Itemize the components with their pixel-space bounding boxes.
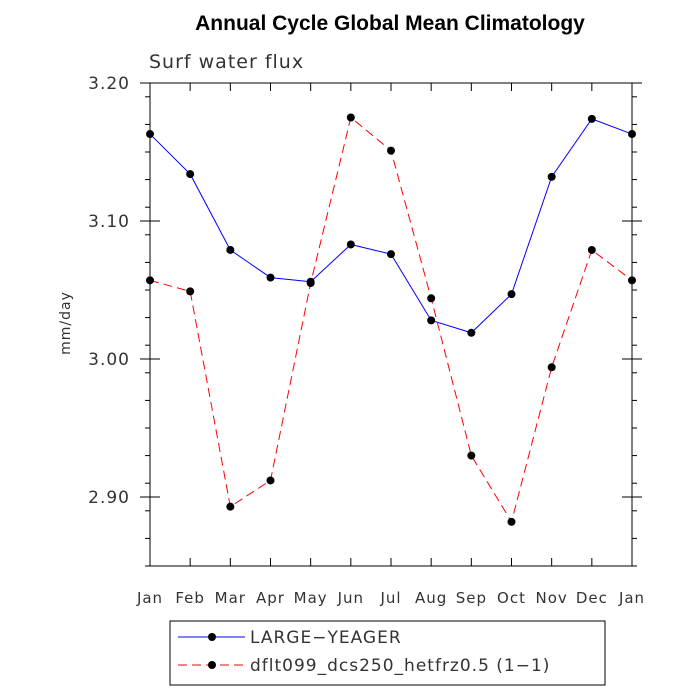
x-tick-label: Jun [337, 589, 364, 607]
series-1-point [628, 276, 636, 285]
chart-subtitle: Surf water flux [149, 51, 304, 73]
legend-label-large-yeager: LARGE−YEAGER [250, 628, 402, 648]
series-1-point [186, 287, 195, 296]
series-0-point [226, 245, 235, 254]
y-tick-label: 2.90 [88, 488, 130, 508]
series-1-point [346, 113, 355, 122]
legend-marker-dflt099 [208, 661, 216, 669]
legend-label-dflt099: dflt099_dcs250_hetfrz0.5 (1−1) [250, 656, 550, 676]
series-1-point [387, 146, 395, 155]
x-tick-label: Jul [379, 589, 401, 607]
series-1-point [427, 294, 436, 303]
series-1-point [266, 476, 275, 485]
series-line-1 [149, 116, 633, 524]
y-tick-label: 3.20 [88, 74, 130, 94]
x-tick-label: Nov [536, 589, 568, 607]
chart-title: Annual Cycle Global Mean Climatology [195, 12, 585, 35]
series-layer [146, 113, 636, 526]
series-1-point [467, 451, 476, 460]
series-1-point [507, 517, 516, 526]
y-axis-label: mm/day [58, 291, 74, 355]
x-tick-label: Aug [415, 589, 447, 607]
series-1-point [306, 279, 315, 288]
y-tick-label: 3.00 [88, 350, 130, 370]
series-1-point [226, 502, 235, 511]
plot-frame [149, 82, 633, 567]
legend-box [169, 620, 606, 686]
axis-ticks: Jan Feb Mar Apr May Jun Jul Aug Sep Oct Nov Dec Jan 2… [88, 74, 645, 607]
series-1-point [547, 363, 556, 372]
x-tick-label: Jan [136, 589, 163, 607]
series-0-point [146, 130, 154, 139]
x-tick-label: Dec [576, 589, 608, 607]
series-0-point [507, 290, 516, 299]
series-0-point [628, 130, 636, 139]
series-0-point [467, 328, 476, 337]
series-0-point [186, 170, 195, 179]
series-0-point [266, 273, 275, 282]
series-1-point [587, 245, 596, 254]
series-1-point [146, 276, 154, 285]
x-tick-label: Apr [256, 589, 285, 607]
series-0-point [427, 316, 436, 325]
x-tick-label: Sep [456, 589, 487, 607]
series-0-point [547, 172, 556, 181]
x-tick-label: May [294, 589, 328, 607]
x-tick-label: Oct [497, 589, 526, 607]
series-0-point [346, 240, 355, 249]
series-0-point [587, 114, 596, 123]
x-tick-label: Feb [175, 589, 205, 607]
legend: LARGE−YEAGER dflt099_dcs250_hetfrz0.5 (1… [169, 620, 606, 686]
legend-marker-large-yeager [208, 633, 216, 641]
x-tick-label: Jan [618, 589, 645, 607]
x-tick-label: Mar [215, 589, 246, 607]
y-tick-label: 3.10 [88, 212, 130, 232]
series-0-point [387, 250, 395, 259]
